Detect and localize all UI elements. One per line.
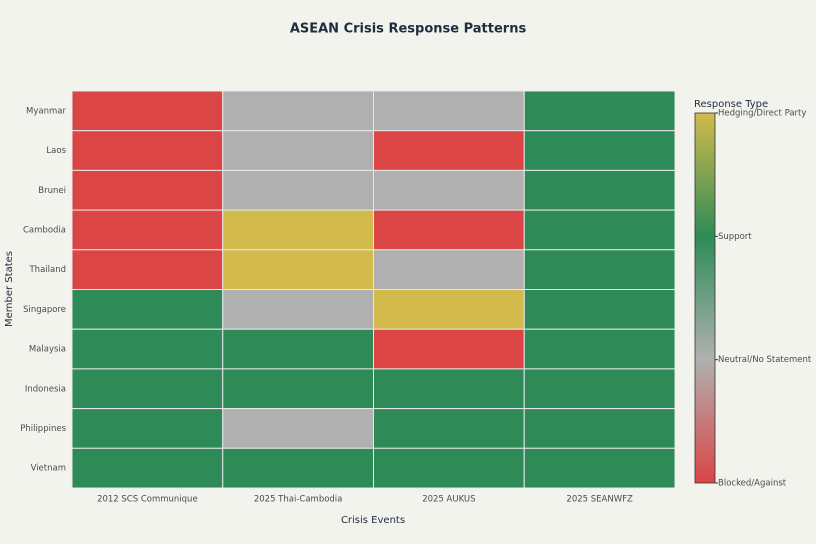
colorbar-tick-label: Neutral/No Statement <box>718 355 812 365</box>
colorbar-tick-label: Support <box>718 232 752 242</box>
heatmap-cell <box>523 90 676 132</box>
x-tick-label: 2025 AUKUS <box>422 495 475 505</box>
heatmap-cell <box>373 130 525 171</box>
y-axis-title: Member States <box>4 251 15 327</box>
heatmap-cell <box>222 209 374 251</box>
y-tick-label: Philippines <box>20 424 66 434</box>
heatmap-cell <box>71 368 224 410</box>
y-tick-label: Singapore <box>23 305 66 315</box>
heatmap-cell <box>373 289 525 330</box>
heatmap-cell <box>523 289 676 330</box>
heatmap-cell <box>523 169 676 211</box>
y-tick-label: Cambodia <box>23 225 66 235</box>
heatmap-cell <box>222 289 374 330</box>
y-tick-label: Myanmar <box>26 106 66 116</box>
heatmap-cell <box>222 90 374 132</box>
heatmap-cell <box>222 408 374 449</box>
chart-title: ASEAN Crisis Response Patterns <box>290 22 527 37</box>
heatmap-cell <box>373 169 525 211</box>
x-tick-label: 2025 SEANWFZ <box>566 495 633 505</box>
x-tick-label: 2025 Thai-Cambodia <box>254 495 343 505</box>
y-tick-label: Laos <box>46 146 66 156</box>
colorbar <box>694 112 716 484</box>
heatmap-cell <box>71 408 224 449</box>
heatmap-cell <box>222 447 374 489</box>
heatmap-cell <box>71 90 224 132</box>
colorbar-tick-label: Blocked/Against <box>718 479 787 489</box>
heatmap-cell <box>222 328 374 370</box>
heatmap-cell <box>71 328 224 370</box>
heatmap-cell <box>523 130 676 171</box>
x-axis-title: Crisis Events <box>341 515 405 526</box>
y-tick-label: Indonesia <box>25 384 66 394</box>
heatmap-cell <box>222 130 374 171</box>
heatmap-cell <box>71 130 224 171</box>
heatmap-cell <box>373 408 525 449</box>
heatmap-cell <box>71 209 224 251</box>
x-tick-label: 2012 SCS Communique <box>97 495 198 505</box>
heatmap-cell <box>523 209 676 251</box>
heatmap-cell <box>222 249 374 291</box>
heatmap-cell <box>71 169 224 211</box>
heatmap-cell <box>523 368 676 410</box>
heatmap-cell <box>523 249 676 291</box>
heatmap-cell <box>523 408 676 449</box>
y-tick-label: Vietnam <box>31 464 66 474</box>
heatmap-cell <box>373 328 525 370</box>
heatmap-cell <box>71 447 224 489</box>
heatmap-cell <box>373 249 525 291</box>
y-tick-label: Malaysia <box>29 345 66 355</box>
y-tick-label: Brunei <box>38 186 66 196</box>
heatmap-cell <box>71 249 224 291</box>
heatmap-cell <box>373 90 525 132</box>
heatmap-cell <box>373 447 525 489</box>
heatmap-cell <box>523 447 676 489</box>
heatmap-cell <box>222 169 374 211</box>
heatmap-cell <box>523 328 676 370</box>
colorbar-title: Response Type <box>694 99 768 110</box>
colorbar-tick-label: Hedging/Direct Party <box>718 109 806 119</box>
heatmap-cell <box>71 289 224 330</box>
heatmap-cell <box>373 209 525 251</box>
heatmap-cell <box>373 368 525 410</box>
y-tick-label: Thailand <box>28 265 66 275</box>
heatmap-cell <box>222 368 374 410</box>
